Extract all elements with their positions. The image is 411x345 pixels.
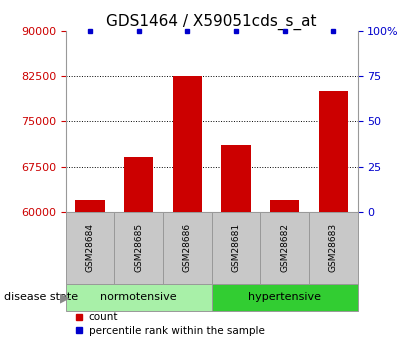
Bar	[270, 200, 299, 212]
Bar	[76, 200, 105, 212]
Bar	[309, 212, 358, 284]
Bar	[66, 212, 114, 284]
Bar	[66, 284, 212, 311]
Text: GSM28686: GSM28686	[183, 223, 192, 272]
Text: hypertensive: hypertensive	[248, 293, 321, 303]
Bar	[212, 212, 260, 284]
Bar	[222, 146, 251, 212]
Legend: count, percentile rank within the sample: count, percentile rank within the sample	[71, 308, 269, 340]
Title: GDS1464 / X59051cds_s_at: GDS1464 / X59051cds_s_at	[106, 13, 317, 30]
Text: GSM28682: GSM28682	[280, 223, 289, 272]
Bar	[163, 212, 212, 284]
Text: disease state: disease state	[4, 293, 78, 303]
Bar	[114, 212, 163, 284]
Text: normotensive: normotensive	[100, 293, 177, 303]
Text: GSM28683: GSM28683	[329, 223, 338, 272]
Text: GSM28681: GSM28681	[231, 223, 240, 272]
Text: ▶: ▶	[60, 291, 69, 304]
Bar	[173, 76, 202, 212]
Text: GSM28685: GSM28685	[134, 223, 143, 272]
Bar	[319, 91, 348, 212]
Bar	[124, 157, 153, 212]
Text: GSM28684: GSM28684	[85, 223, 95, 272]
Bar	[212, 284, 358, 311]
Bar	[260, 212, 309, 284]
